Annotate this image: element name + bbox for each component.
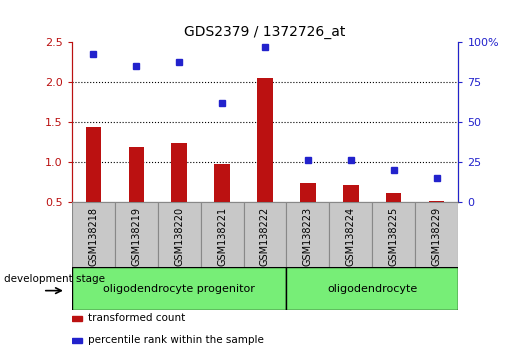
Bar (72, 316, 82, 321)
Text: GSM138224: GSM138224 (346, 207, 356, 266)
Text: GSM138223: GSM138223 (303, 207, 313, 266)
Text: development stage: development stage (4, 274, 104, 284)
Bar (85, 127, 101, 202)
Text: GSM138221: GSM138221 (217, 207, 227, 266)
Text: GSM138218: GSM138218 (88, 207, 98, 266)
Bar (72, 267, 287, 310)
Text: GSM138225: GSM138225 (389, 207, 399, 266)
Text: GSM138219: GSM138219 (131, 207, 141, 266)
Bar (200, 202, 243, 267)
Text: oligodendrocyte progenitor: oligodendrocyte progenitor (103, 284, 255, 293)
Title: GDS2379 / 1372726_at: GDS2379 / 1372726_at (184, 25, 346, 39)
Bar (72, 202, 114, 267)
Text: GSM138222: GSM138222 (260, 207, 270, 266)
Text: GSM138229: GSM138229 (432, 207, 442, 266)
Text: GSM138220: GSM138220 (174, 207, 184, 266)
Bar (287, 202, 330, 267)
Text: transformed count: transformed count (88, 313, 185, 323)
Bar (157, 202, 200, 267)
Bar (243, 202, 287, 267)
Bar (386, 193, 402, 202)
Bar (128, 147, 144, 202)
Bar (258, 78, 272, 202)
Text: oligodendrocyte: oligodendrocyte (328, 284, 418, 293)
Bar (114, 202, 157, 267)
Text: percentile rank within the sample: percentile rank within the sample (88, 335, 263, 346)
Bar (373, 202, 416, 267)
Bar (172, 143, 187, 202)
Bar (301, 183, 315, 202)
Bar (429, 201, 445, 202)
Bar (416, 202, 458, 267)
Bar (287, 267, 458, 310)
Bar (343, 185, 358, 202)
Bar (330, 202, 373, 267)
Bar (72, 338, 82, 343)
Bar (215, 164, 229, 202)
